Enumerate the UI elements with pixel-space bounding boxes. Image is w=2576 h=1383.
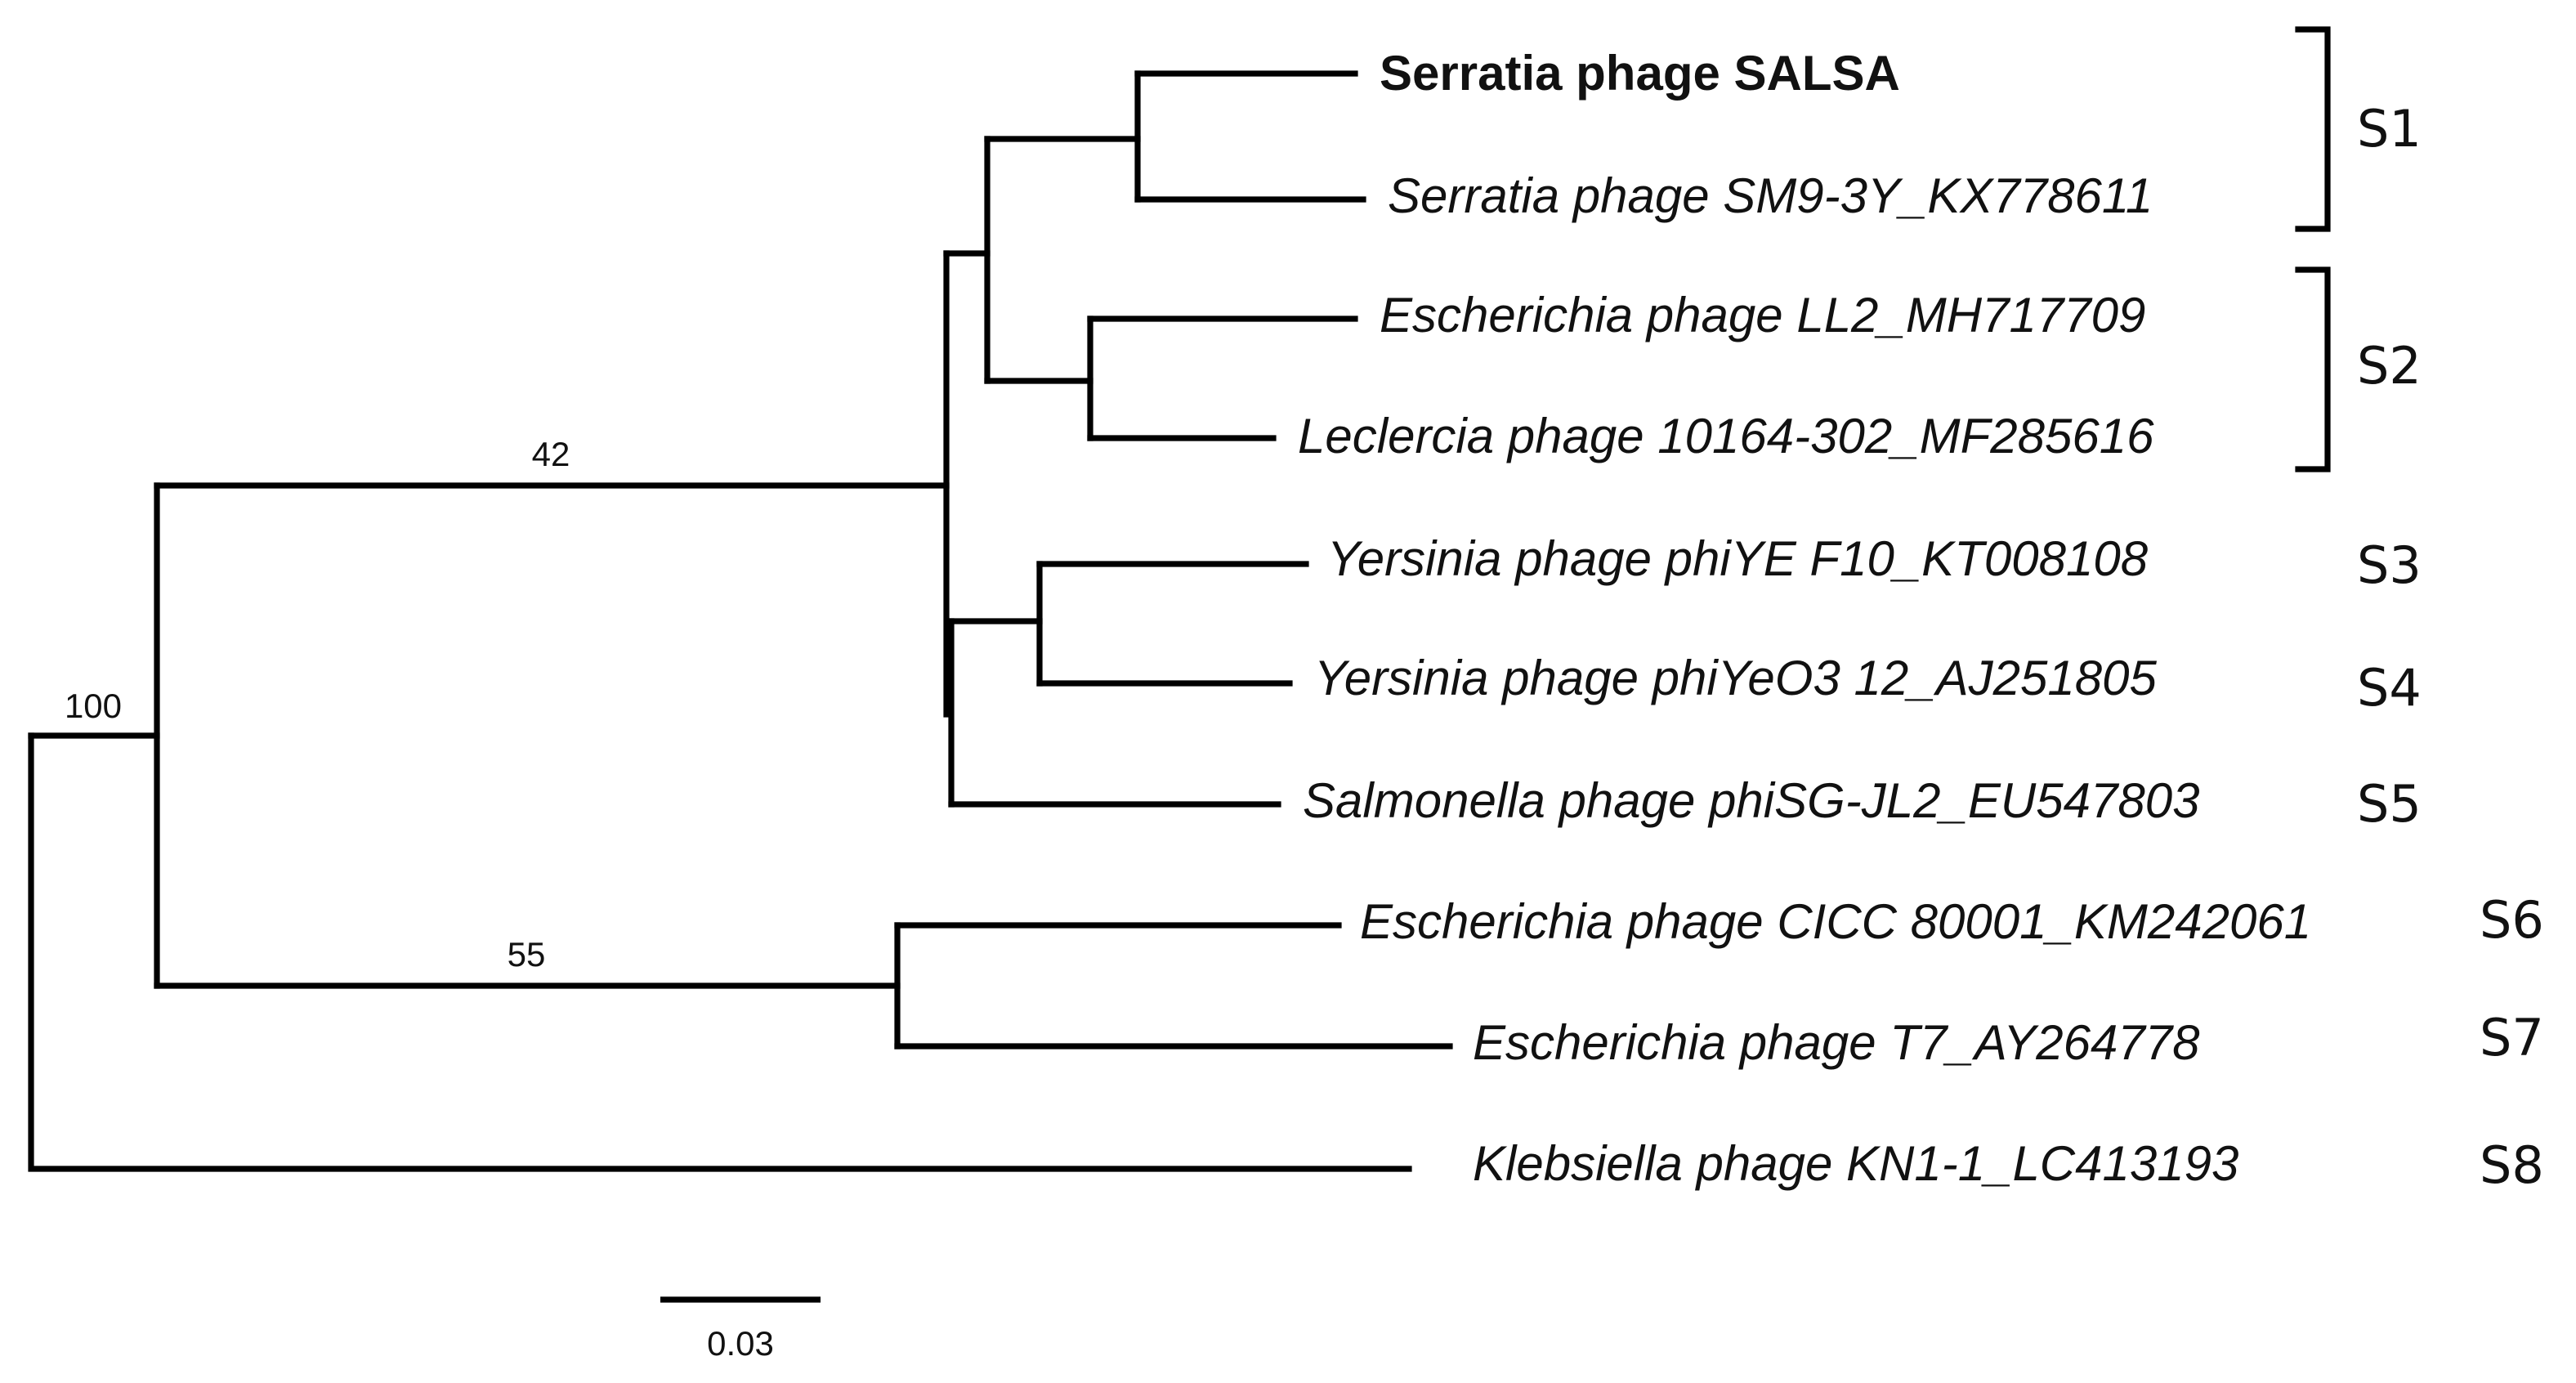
leaf-label: Yersinia phage phiYE F10_KT008108 bbox=[1327, 531, 2149, 586]
group-label: S3 bbox=[2357, 535, 2422, 595]
leaf-label: Escherichia phage LL2_MH717709 bbox=[1380, 288, 2145, 342]
group-label: S6 bbox=[2480, 890, 2544, 950]
group-label: S2 bbox=[2357, 336, 2422, 396]
group-label: S1 bbox=[2357, 99, 2422, 159]
leaf-label: Serratia phage SM9-3Y_KX778611 bbox=[1388, 168, 2153, 223]
leaf-label: Escherichia phage T7_AY264778 bbox=[1473, 1015, 2200, 1070]
bootstrap-value: 55 bbox=[508, 935, 546, 973]
leaf-label: Escherichia phage CICC 80001_KM242061 bbox=[1360, 894, 2311, 949]
leaf-label: Yersinia phage phiYeO3 12_AJ251805 bbox=[1314, 651, 2157, 705]
scale-bar-label: 0.03 bbox=[707, 1324, 774, 1363]
leaf-label: Leclercia phage 10164-302_MF285616 bbox=[1298, 409, 2154, 463]
leaf-label: Salmonella phage phiSG-JL2_EU547803 bbox=[1303, 773, 2199, 828]
bootstrap-value: 100 bbox=[65, 687, 122, 725]
branches bbox=[28, 70, 1453, 1172]
group-label: S7 bbox=[2480, 1008, 2544, 1067]
bracket bbox=[2295, 266, 2331, 472]
group-label: S4 bbox=[2357, 658, 2422, 718]
bootstrap-value: 42 bbox=[532, 435, 570, 473]
bracket bbox=[2295, 26, 2331, 232]
group-label: S5 bbox=[2357, 774, 2422, 834]
leaf-label: Klebsiella phage KN1-1_LC413193 bbox=[1473, 1136, 2238, 1191]
group-label: S8 bbox=[2480, 1135, 2544, 1195]
branch bbox=[28, 732, 1412, 1172]
brackets bbox=[2295, 26, 2331, 472]
leaf-label: Serratia phage SALSA bbox=[1380, 46, 1900, 101]
